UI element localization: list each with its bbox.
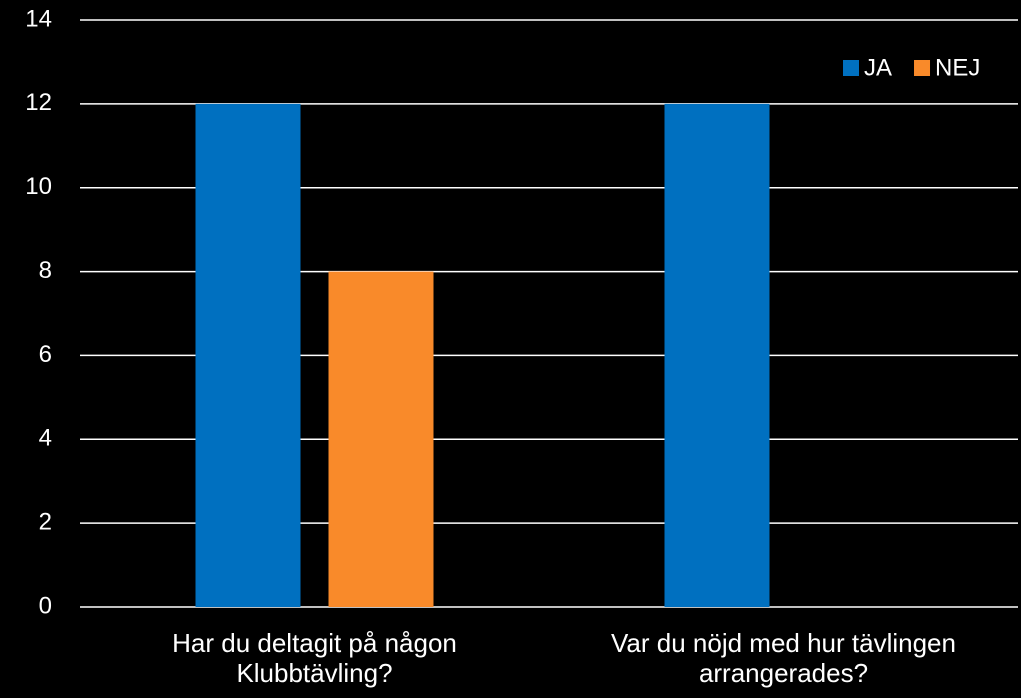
- bar: [195, 103, 301, 607]
- y-tick-label: 8: [39, 257, 52, 284]
- x-tick-label: Har du deltagit på någon Klubbtävling?: [172, 628, 457, 688]
- y-tick-label: 0: [39, 592, 52, 619]
- y-tick-label: 10: [25, 173, 52, 200]
- legend-label: JA: [864, 54, 892, 81]
- bar: [328, 271, 434, 607]
- bar: [664, 103, 770, 607]
- y-tick-label: 6: [39, 341, 52, 368]
- legend-label: NEJ: [935, 54, 980, 81]
- y-tick-label: 12: [25, 89, 52, 116]
- y-tick-label: 4: [39, 425, 52, 452]
- y-tick-label: 2: [39, 508, 52, 535]
- legend-swatch: [914, 60, 931, 76]
- x-tick-label: Var du nöjd med hur tävlingen arrangerad…: [611, 628, 956, 688]
- y-tick-label: 14: [25, 5, 52, 32]
- legend-swatch: [843, 60, 859, 76]
